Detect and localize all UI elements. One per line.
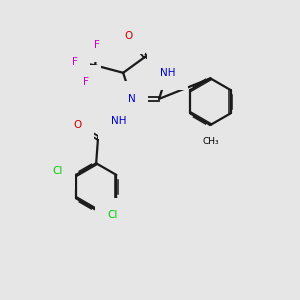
- Text: F: F: [94, 40, 100, 50]
- Text: F: F: [72, 57, 78, 67]
- Text: O: O: [124, 31, 133, 41]
- Text: Cl: Cl: [107, 210, 118, 220]
- Text: NH: NH: [111, 116, 126, 126]
- Text: Cl: Cl: [52, 166, 62, 176]
- Text: F: F: [83, 77, 89, 87]
- Text: N: N: [128, 94, 136, 104]
- Text: NH: NH: [160, 68, 175, 78]
- Text: CH₃: CH₃: [202, 137, 219, 146]
- Text: O: O: [74, 120, 82, 130]
